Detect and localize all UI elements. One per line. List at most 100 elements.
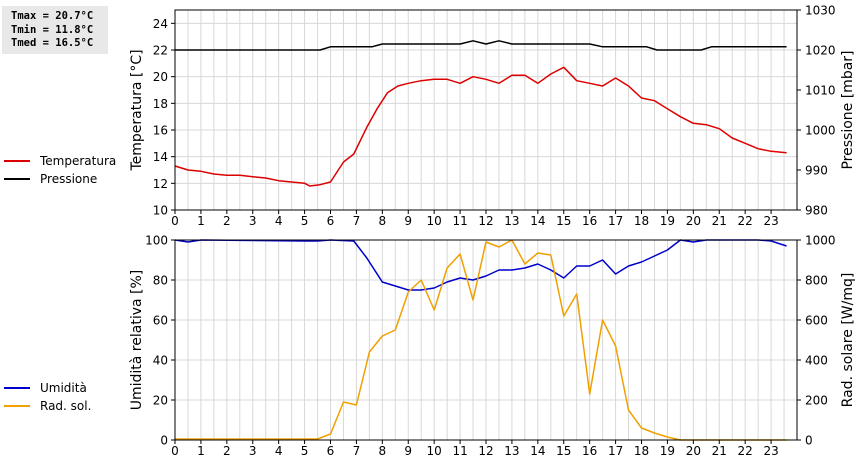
legend-label-pressure: Pressione xyxy=(40,172,98,186)
top-ytick-label-left: 14 xyxy=(153,150,168,164)
top-xtick-label: 1 xyxy=(197,214,205,228)
top-series-line-1 xyxy=(175,40,787,51)
bottom-xtick-label: 2 xyxy=(223,444,231,458)
top-xtick-label: 6 xyxy=(327,214,335,228)
top-xtick-label: 8 xyxy=(379,214,387,228)
legend-item-humidity: Umidità xyxy=(4,379,91,397)
bottom-ylabel-left: Umidità relativa [%] xyxy=(129,270,145,411)
bottom-xtick-label: 13 xyxy=(504,444,519,458)
top-xtick-label: 4 xyxy=(275,214,283,228)
top-ytick-label-right: 990 xyxy=(805,164,828,178)
bottom-ytick-label-right: 800 xyxy=(805,274,828,288)
bottom-xtick-label: 17 xyxy=(608,444,623,458)
legend-label-solar: Rad. sol. xyxy=(40,399,92,413)
bottom-ytick-label-left: 100 xyxy=(145,234,168,248)
top-ytick-label-right: 1020 xyxy=(805,44,836,58)
bottom-xtick-label: 7 xyxy=(353,444,361,458)
top-xtick-label: 16 xyxy=(582,214,597,228)
bottom-xtick-label: 19 xyxy=(660,444,675,458)
top-xtick-label: 20 xyxy=(686,214,701,228)
top-ylabel-left: Temperatura [°C] xyxy=(129,49,145,171)
top-ytick-label-left: 16 xyxy=(153,124,168,138)
top-ytick-label-left: 20 xyxy=(153,70,168,84)
top-series-line-0 xyxy=(174,66,787,187)
legend-item-pressure: Pressione xyxy=(4,170,116,188)
top-xtick-label: 23 xyxy=(763,214,778,228)
top-xtick-label: 5 xyxy=(301,214,309,228)
bottom-xtick-label: 10 xyxy=(427,444,442,458)
legend-label-temperature: Temperatura xyxy=(40,154,117,168)
top-ytick-label-left: 10 xyxy=(153,204,168,218)
bottom-ytick-label-left: 40 xyxy=(153,354,168,368)
bottom-ytick-label-left: 80 xyxy=(153,274,168,288)
top-xtick-label: 2 xyxy=(223,214,231,228)
legend-swatch-black xyxy=(4,178,30,180)
bottom-xtick-label: 18 xyxy=(634,444,649,458)
bottom-ytick-label-left: 20 xyxy=(153,394,168,408)
top-ytick-label-left: 24 xyxy=(153,17,168,31)
top-xtick-label: 21 xyxy=(712,214,727,228)
bottom-xtick-label: 15 xyxy=(556,444,571,458)
bottom-xtick-label: 0 xyxy=(171,444,179,458)
bottom-xtick-label: 3 xyxy=(249,444,257,458)
legend-top: Temperatura Pressione xyxy=(4,152,116,188)
top-ytick-label-left: 12 xyxy=(153,177,168,191)
bottom-xtick-label: 8 xyxy=(379,444,387,458)
bottom-ytick-label-left: 0 xyxy=(160,434,168,448)
top-ytick-label-left: 18 xyxy=(153,97,168,111)
bottom-ytick-label-right: 600 xyxy=(805,314,828,328)
top-xtick-label: 7 xyxy=(353,214,361,228)
legend-item-temperature: Temperatura xyxy=(4,152,116,170)
top-xtick-label: 10 xyxy=(427,214,442,228)
top-ylabel-right: Pressione [mbar] xyxy=(840,50,856,169)
top-xtick-label: 3 xyxy=(249,214,257,228)
top-xtick-label: 0 xyxy=(171,214,179,228)
top-ytick-label-right: 1030 xyxy=(805,4,836,18)
legend-swatch-blue xyxy=(4,387,30,389)
bottom-xtick-label: 20 xyxy=(686,444,701,458)
stat-tmax: Tmax = 20.7°C xyxy=(11,10,94,22)
top-xtick-label: 18 xyxy=(634,214,649,228)
bottom-ytick-label-left: 60 xyxy=(153,314,168,328)
bottom-xtick-label: 1 xyxy=(197,444,205,458)
top-xtick-label: 13 xyxy=(504,214,519,228)
top-ytick-label-right: 980 xyxy=(805,204,828,218)
top-xtick-label: 19 xyxy=(660,214,675,228)
top-xtick-label: 12 xyxy=(478,214,493,228)
top-ytick-label-right: 1010 xyxy=(805,84,836,98)
stat-tmin: Tmin = 11.8°C xyxy=(11,23,94,36)
bottom-ytick-label-right: 0 xyxy=(805,434,813,448)
top-xtick-label: 11 xyxy=(452,214,467,228)
bottom-series-line-0 xyxy=(174,239,787,291)
bottom-ytick-label-right: 1000 xyxy=(805,234,836,248)
bottom-xtick-label: 14 xyxy=(530,444,545,458)
top-xtick-label: 9 xyxy=(404,214,412,228)
top-xtick-label: 17 xyxy=(608,214,623,228)
legend-swatch-orange xyxy=(4,405,30,407)
bottom-xtick-label: 11 xyxy=(452,444,467,458)
bottom-ylabel-right: Rad. solare [W/mq] xyxy=(840,273,856,408)
bottom-xtick-label: 21 xyxy=(712,444,727,458)
stats-box: Tmax = 20.7°C Tmin = 11.8°C Tmed = 16.5°… xyxy=(2,6,108,54)
bottom-xtick-label: 12 xyxy=(478,444,493,458)
top-ytick-label-right: 1000 xyxy=(805,124,836,138)
top-xtick-label: 14 xyxy=(530,214,545,228)
stat-tmed: Tmed = 16.5°C xyxy=(11,37,94,49)
bottom-xtick-label: 22 xyxy=(738,444,753,458)
bottom-xtick-label: 6 xyxy=(327,444,335,458)
bottom-xtick-label: 5 xyxy=(301,444,309,458)
legend-bottom: Umidità Rad. sol. xyxy=(4,379,91,415)
bottom-ytick-label-right: 400 xyxy=(805,354,828,368)
bottom-ytick-label-right: 200 xyxy=(805,394,828,408)
top-ytick-label-left: 22 xyxy=(153,44,168,58)
legend-label-humidity: Umidità xyxy=(40,381,87,395)
legend-item-solar: Rad. sol. xyxy=(4,397,91,415)
bottom-xtick-label: 9 xyxy=(404,444,412,458)
legend-swatch-red xyxy=(4,160,30,162)
bottom-xtick-label: 16 xyxy=(582,444,597,458)
top-xtick-label: 15 xyxy=(556,214,571,228)
bottom-series-line-1 xyxy=(175,239,787,441)
bottom-xtick-label: 4 xyxy=(275,444,283,458)
top-xtick-label: 22 xyxy=(738,214,753,228)
